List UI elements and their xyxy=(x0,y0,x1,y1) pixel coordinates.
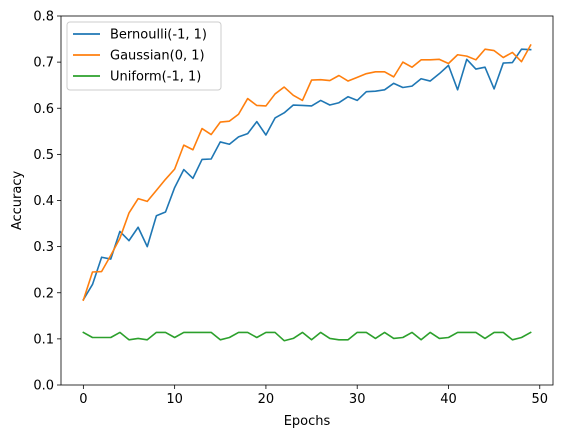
plot-frame xyxy=(60,15,554,386)
y-tick-label: 0.7 xyxy=(33,56,54,71)
x-axis-label: Epochs xyxy=(284,414,331,429)
series-line-1 xyxy=(82,43,532,302)
x-tick-label: 50 xyxy=(531,392,548,407)
y-tick-label: 0.5 xyxy=(33,148,54,163)
y-tick-label: 0.1 xyxy=(33,332,54,347)
plot-lines xyxy=(82,43,532,342)
legend-box xyxy=(66,21,222,91)
y-axis-label: Accuracy xyxy=(10,171,25,231)
legend-entry-1: Gaussian(0, 1) xyxy=(73,49,205,64)
legend-label: Uniform(-1, 1) xyxy=(110,70,201,85)
y-tick-label: 0.6 xyxy=(33,102,54,117)
y-tick-label: 0.2 xyxy=(33,286,54,301)
x-tick-label: 30 xyxy=(349,392,366,407)
series-line-2 xyxy=(82,331,532,342)
y-axis-ticks: 0.0 0.1 0.2 0.3 0.4 0.5 0.6 0.7 0.8 xyxy=(33,10,61,394)
x-tick-label: 40 xyxy=(440,392,457,407)
y-tick-label: 0.4 xyxy=(33,194,54,209)
x-tick-label: 0 xyxy=(79,392,87,407)
legend-entry-0: Bernoulli(-1, 1) xyxy=(73,28,207,43)
y-tick-label: 0.0 xyxy=(33,379,54,394)
y-tick-label: 0.8 xyxy=(33,10,54,25)
x-tick-label: 20 xyxy=(258,392,275,407)
y-tick-label: 0.3 xyxy=(33,240,54,255)
legend-label: Bernoulli(-1, 1) xyxy=(110,28,207,43)
series-line-0 xyxy=(82,48,532,301)
legend: Bernoulli(-1, 1) Gaussian(0, 1) Uniform(-1… xyxy=(66,21,222,91)
x-tick-label: 10 xyxy=(166,392,183,407)
legend-label: Gaussian(0, 1) xyxy=(110,49,205,64)
x-axis-ticks: 0 10 20 30 40 50 xyxy=(79,385,548,407)
legend-entry-2: Uniform(-1, 1) xyxy=(73,70,201,85)
